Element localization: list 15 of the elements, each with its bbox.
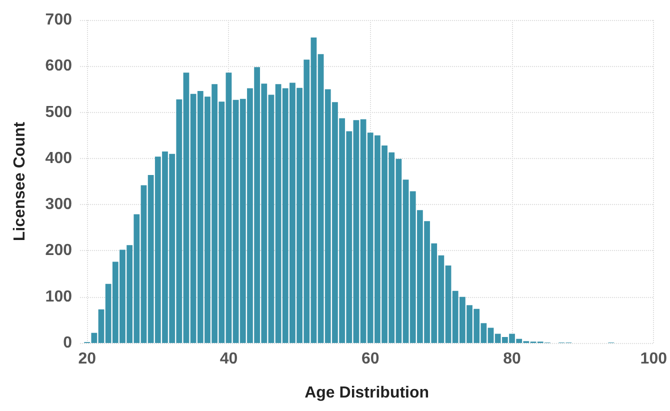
- x-tick-label: 80: [503, 350, 522, 368]
- x-tick-label: 100: [640, 350, 668, 368]
- y-tick-label: 100: [45, 288, 72, 306]
- y-tick-label: 300: [45, 196, 72, 214]
- y-tick-label: 200: [45, 242, 72, 260]
- y-tick-label: 600: [45, 58, 72, 75]
- y-tick-label: 0: [63, 334, 72, 352]
- y-tick-label: 400: [45, 150, 72, 167]
- x-tick-label: 60: [361, 350, 380, 368]
- x-tick-label: 40: [220, 350, 238, 368]
- x-tick-label: 20: [78, 350, 96, 368]
- y-axis-title: Licensee Count: [12, 121, 28, 242]
- x-axis-title: Age Distribution: [304, 384, 430, 402]
- y-tick-label: 700: [45, 12, 72, 28]
- y-tick-label: 500: [45, 104, 72, 121]
